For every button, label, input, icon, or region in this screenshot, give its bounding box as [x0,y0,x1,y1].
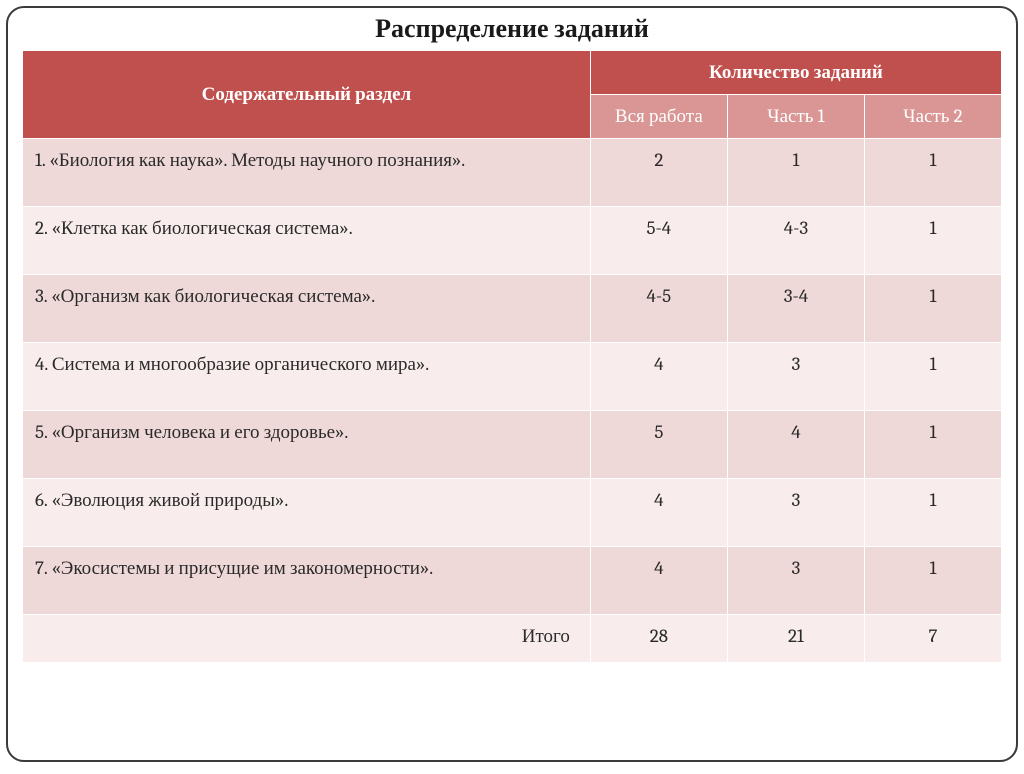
distribution-table: Содержательный раздел Количество заданий… [22,50,1002,663]
cell-section: 3. «Организм как биологическая система». [23,275,591,343]
cell-p2: 1 [864,139,1001,207]
cell-p1: 3 [727,547,864,615]
cell-p2: 1 [864,479,1001,547]
cell-all: 4 [590,479,727,547]
total-p2: 7 [864,615,1001,663]
cell-p1: 4-3 [727,207,864,275]
table-row: 5. «Организм человека и его здоровье». 5… [23,411,1002,479]
cell-p2: 1 [864,343,1001,411]
cell-section: 7. «Экосистемы и присущие им закономерно… [23,547,591,615]
cell-all: 4 [590,343,727,411]
cell-p2: 1 [864,207,1001,275]
table-total-row: Итого 28 21 7 [23,615,1002,663]
table-row: 2. «Клетка как биологическая система». 5… [23,207,1002,275]
total-p1: 21 [727,615,864,663]
cell-p1: 4 [727,411,864,479]
col-header-all: Вся работа [590,95,727,139]
table-body: 1. «Биология как наука». Методы научного… [23,139,1002,663]
cell-p2: 1 [864,411,1001,479]
cell-section: 1. «Биология как наука». Методы научного… [23,139,591,207]
cell-section: 6. «Эволюция живой природы». [23,479,591,547]
cell-all: 5 [590,411,727,479]
cell-section: 2. «Клетка как биологическая система». [23,207,591,275]
table-row: 1. «Биология как наука». Методы научного… [23,139,1002,207]
cell-all: 2 [590,139,727,207]
total-label: Итого [23,615,591,663]
cell-section: 5. «Организм человека и его здоровье». [23,411,591,479]
page-frame: Распределение заданий Содержательный раз… [6,6,1018,762]
cell-all: 4 [590,547,727,615]
cell-p1: 3 [727,343,864,411]
total-all: 28 [590,615,727,663]
page-title: Распределение заданий [22,14,1002,44]
cell-all: 5-4 [590,207,727,275]
cell-p1: 1 [727,139,864,207]
table-row: 4. Система и многообразие органического … [23,343,1002,411]
cell-section: 4. Система и многообразие органического … [23,343,591,411]
table-row: 3. «Организм как биологическая система».… [23,275,1002,343]
col-header-p1: Часть 1 [727,95,864,139]
cell-p2: 1 [864,275,1001,343]
col-header-count-group: Количество заданий [590,51,1001,95]
table-row: 6. «Эволюция живой природы». 4 3 1 [23,479,1002,547]
cell-p1: 3 [727,479,864,547]
table-row: 7. «Экосистемы и присущие им закономерно… [23,547,1002,615]
cell-all: 4-5 [590,275,727,343]
col-header-section: Содержательный раздел [23,51,591,139]
cell-p1: 3-4 [727,275,864,343]
cell-p2: 1 [864,547,1001,615]
col-header-p2: Часть 2 [864,95,1001,139]
